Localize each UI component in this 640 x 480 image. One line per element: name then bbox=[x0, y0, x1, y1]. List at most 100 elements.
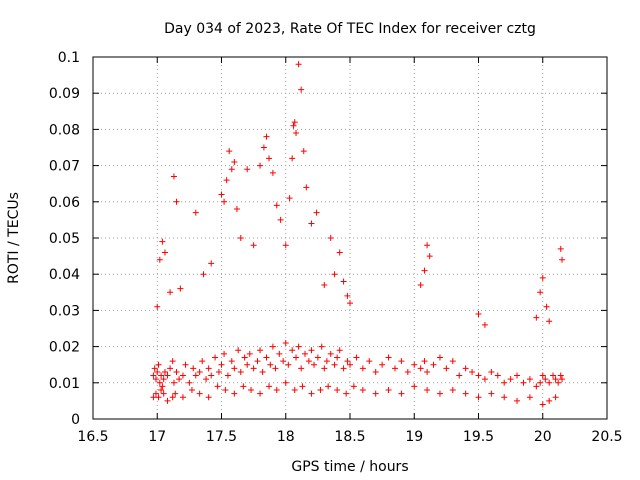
data-point bbox=[334, 387, 341, 394]
data-point bbox=[221, 198, 228, 205]
data-point bbox=[257, 390, 264, 397]
data-point bbox=[494, 372, 501, 379]
data-point bbox=[526, 394, 533, 401]
data-point bbox=[539, 372, 546, 379]
data-point bbox=[254, 358, 261, 365]
y-tick-label: 0 bbox=[71, 412, 80, 428]
data-point bbox=[526, 376, 533, 383]
data-point bbox=[559, 376, 566, 383]
data-point bbox=[159, 238, 166, 245]
x-tick-label: 19.5 bbox=[463, 429, 494, 445]
data-point bbox=[298, 365, 305, 372]
data-point bbox=[344, 358, 351, 365]
data-point bbox=[323, 358, 330, 365]
data-point bbox=[200, 271, 207, 278]
data-point bbox=[539, 274, 546, 281]
data-point bbox=[203, 376, 210, 383]
data-point bbox=[282, 339, 289, 346]
data-point bbox=[475, 394, 482, 401]
data-point bbox=[398, 358, 405, 365]
data-point bbox=[267, 361, 274, 368]
data-point bbox=[289, 347, 296, 354]
data-point bbox=[417, 282, 424, 289]
data-point bbox=[462, 390, 469, 397]
data-point bbox=[436, 390, 443, 397]
data-point bbox=[160, 376, 167, 383]
data-point bbox=[533, 383, 540, 390]
data-point bbox=[308, 390, 315, 397]
data-point bbox=[196, 390, 203, 397]
data-point bbox=[192, 209, 199, 216]
data-point bbox=[475, 372, 482, 379]
y-tick-label: 0.05 bbox=[49, 231, 80, 247]
data-point bbox=[488, 390, 495, 397]
x-axis-label: GPS time / hours bbox=[291, 459, 408, 475]
data-point bbox=[273, 387, 280, 394]
data-point bbox=[475, 311, 482, 318]
data-point bbox=[235, 347, 242, 354]
data-point bbox=[353, 354, 360, 361]
data-point bbox=[263, 133, 270, 140]
data-point bbox=[436, 354, 443, 361]
data-point bbox=[282, 242, 289, 249]
data-point bbox=[156, 256, 163, 263]
data-point bbox=[533, 314, 540, 321]
data-point bbox=[196, 368, 203, 375]
data-point bbox=[161, 368, 168, 375]
data-point bbox=[291, 119, 298, 126]
data-point bbox=[266, 155, 273, 162]
data-point bbox=[385, 387, 392, 394]
data-point bbox=[226, 148, 233, 155]
data-point bbox=[308, 220, 315, 227]
data-point bbox=[250, 242, 257, 249]
data-point bbox=[424, 368, 431, 375]
data-point bbox=[359, 387, 366, 394]
data-point bbox=[417, 365, 424, 372]
data-point bbox=[205, 365, 212, 372]
y-tick-label: 0.04 bbox=[49, 267, 80, 283]
ticks-layer: 16.5 17 17.5 18 18.5 19 19.5 20 20.5 0 0.01 0.02 0.0… bbox=[49, 50, 623, 445]
data-point bbox=[546, 318, 553, 325]
data-point bbox=[188, 387, 195, 394]
data-point bbox=[421, 358, 428, 365]
data-point bbox=[237, 235, 244, 241]
data-point bbox=[224, 372, 231, 379]
x-tick-label: 17 bbox=[148, 429, 166, 445]
x-tick-label: 19 bbox=[405, 429, 423, 445]
data-point bbox=[488, 368, 495, 375]
y-tick-label: 0.1 bbox=[58, 50, 80, 66]
data-point bbox=[186, 379, 193, 386]
data-point bbox=[426, 253, 433, 260]
data-point bbox=[449, 358, 456, 365]
data-point bbox=[182, 361, 189, 368]
data-point bbox=[150, 372, 157, 379]
data-point bbox=[212, 354, 219, 361]
data-point bbox=[543, 303, 550, 310]
data-point bbox=[231, 365, 238, 372]
data-point bbox=[411, 383, 418, 390]
data-point bbox=[295, 61, 302, 68]
data-point bbox=[336, 347, 343, 354]
x-tick-label: 20 bbox=[534, 429, 552, 445]
data-point bbox=[359, 365, 366, 372]
data-point bbox=[404, 368, 411, 375]
data-point bbox=[411, 361, 418, 368]
data-point bbox=[334, 354, 341, 361]
y-tick-label: 0.08 bbox=[49, 122, 80, 138]
data-point bbox=[248, 387, 255, 394]
data-point bbox=[555, 379, 562, 386]
data-point bbox=[317, 387, 324, 394]
data-point bbox=[167, 289, 174, 296]
data-point bbox=[289, 155, 296, 162]
data-point bbox=[331, 361, 338, 368]
data-point bbox=[430, 361, 437, 368]
data-point bbox=[347, 300, 353, 307]
data-point bbox=[151, 365, 158, 372]
data-point bbox=[269, 343, 276, 350]
data-point bbox=[313, 209, 320, 216]
data-point bbox=[159, 383, 166, 390]
data-point bbox=[154, 303, 161, 310]
data-point bbox=[246, 350, 253, 357]
data-point bbox=[176, 376, 183, 383]
